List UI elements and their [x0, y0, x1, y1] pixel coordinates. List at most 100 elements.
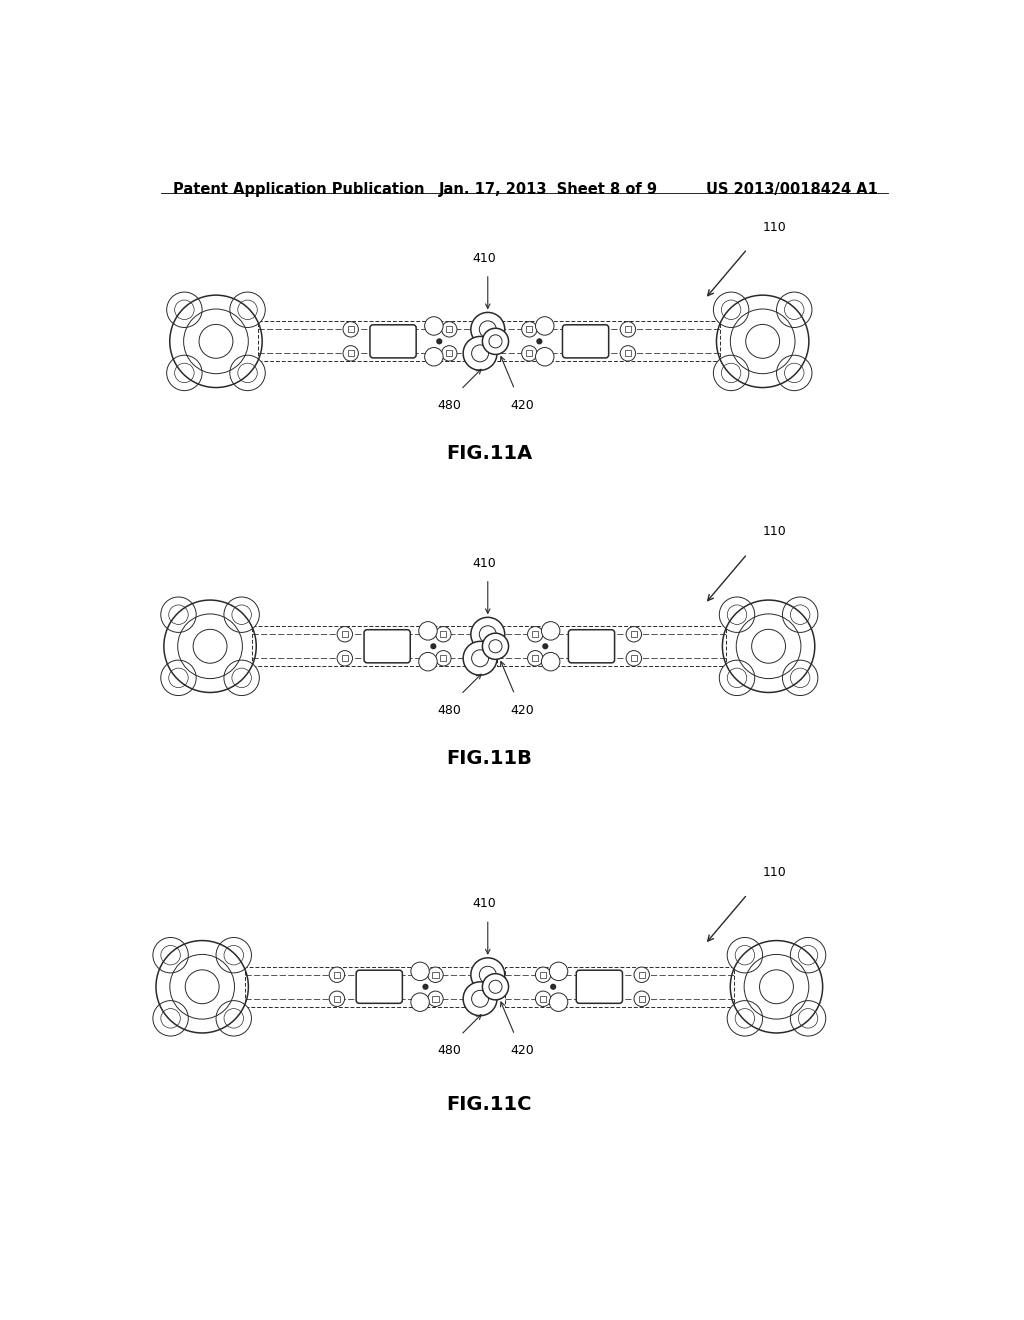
Text: FIG.11B: FIG.11B [446, 750, 532, 768]
Circle shape [721, 363, 740, 383]
Circle shape [419, 622, 437, 640]
Bar [347, 326, 354, 333]
Circle shape [791, 668, 810, 688]
Circle shape [229, 292, 265, 327]
Text: 410: 410 [472, 557, 496, 570]
Circle shape [479, 966, 497, 983]
Circle shape [161, 597, 197, 632]
Circle shape [216, 937, 252, 973]
Circle shape [153, 937, 188, 973]
Text: 110: 110 [763, 866, 786, 879]
Bar [334, 972, 340, 978]
Circle shape [527, 651, 543, 667]
Circle shape [735, 945, 755, 965]
FancyBboxPatch shape [577, 970, 623, 1003]
Circle shape [727, 937, 763, 973]
Circle shape [760, 970, 794, 1003]
Circle shape [337, 627, 352, 642]
Circle shape [782, 597, 818, 632]
Circle shape [441, 322, 457, 337]
Circle shape [411, 962, 429, 981]
Circle shape [626, 651, 641, 667]
Bar [631, 655, 637, 661]
Bar [347, 350, 354, 356]
Circle shape [752, 630, 785, 663]
Text: 480: 480 [437, 399, 461, 412]
Circle shape [549, 962, 567, 981]
Circle shape [471, 618, 505, 651]
Text: Jan. 17, 2013  Sheet 8 of 9: Jan. 17, 2013 Sheet 8 of 9 [438, 182, 657, 197]
Bar [625, 350, 631, 356]
Circle shape [634, 991, 649, 1006]
Circle shape [784, 363, 804, 383]
Circle shape [549, 993, 567, 1011]
Circle shape [167, 292, 202, 327]
Bar [639, 972, 645, 978]
Circle shape [216, 1001, 252, 1036]
Circle shape [167, 355, 202, 391]
Circle shape [224, 660, 259, 696]
Circle shape [791, 605, 810, 624]
Bar [440, 631, 446, 638]
Circle shape [224, 945, 244, 965]
Circle shape [782, 660, 818, 696]
Circle shape [727, 605, 746, 624]
Bar [252, 626, 482, 667]
Circle shape [719, 660, 755, 696]
Circle shape [185, 970, 219, 1003]
Circle shape [430, 643, 436, 649]
Bar [342, 631, 348, 638]
Circle shape [714, 292, 749, 327]
Circle shape [721, 300, 740, 319]
Text: 480: 480 [437, 704, 461, 717]
Circle shape [161, 945, 180, 965]
FancyBboxPatch shape [562, 325, 608, 358]
Circle shape [521, 322, 537, 337]
Circle shape [488, 981, 502, 994]
Text: FIG.11C: FIG.11C [446, 1094, 532, 1114]
Circle shape [784, 300, 804, 319]
Circle shape [471, 313, 505, 346]
Circle shape [488, 335, 502, 348]
Text: 480: 480 [437, 1044, 461, 1057]
Circle shape [330, 991, 345, 1006]
Circle shape [161, 660, 197, 696]
Bar [532, 631, 539, 638]
Circle shape [799, 1008, 818, 1028]
Circle shape [435, 627, 451, 642]
Bar [631, 631, 637, 638]
Circle shape [799, 945, 818, 965]
Circle shape [735, 1008, 755, 1028]
Circle shape [471, 958, 505, 991]
Circle shape [337, 651, 352, 667]
Circle shape [479, 626, 497, 643]
Circle shape [422, 983, 429, 990]
Bar [540, 972, 546, 978]
Text: 410: 410 [472, 252, 496, 265]
Circle shape [791, 937, 825, 973]
Circle shape [776, 355, 812, 391]
Circle shape [472, 649, 488, 667]
Circle shape [482, 634, 509, 660]
Circle shape [536, 317, 554, 335]
Bar [625, 326, 631, 333]
Circle shape [419, 652, 437, 671]
Circle shape [727, 1001, 763, 1036]
Circle shape [231, 605, 251, 624]
Circle shape [714, 355, 749, 391]
Bar [446, 350, 453, 356]
Text: Patent Application Publication: Patent Application Publication [173, 182, 424, 197]
Circle shape [536, 968, 551, 982]
Bar [526, 326, 532, 333]
Circle shape [521, 346, 537, 362]
Circle shape [536, 991, 551, 1006]
Circle shape [542, 622, 560, 640]
Circle shape [472, 345, 488, 362]
Circle shape [536, 347, 554, 366]
Bar [432, 972, 438, 978]
Text: 420: 420 [511, 704, 535, 717]
Circle shape [231, 668, 251, 688]
Bar [440, 655, 446, 661]
Circle shape [791, 1001, 825, 1036]
Bar [245, 966, 474, 1007]
